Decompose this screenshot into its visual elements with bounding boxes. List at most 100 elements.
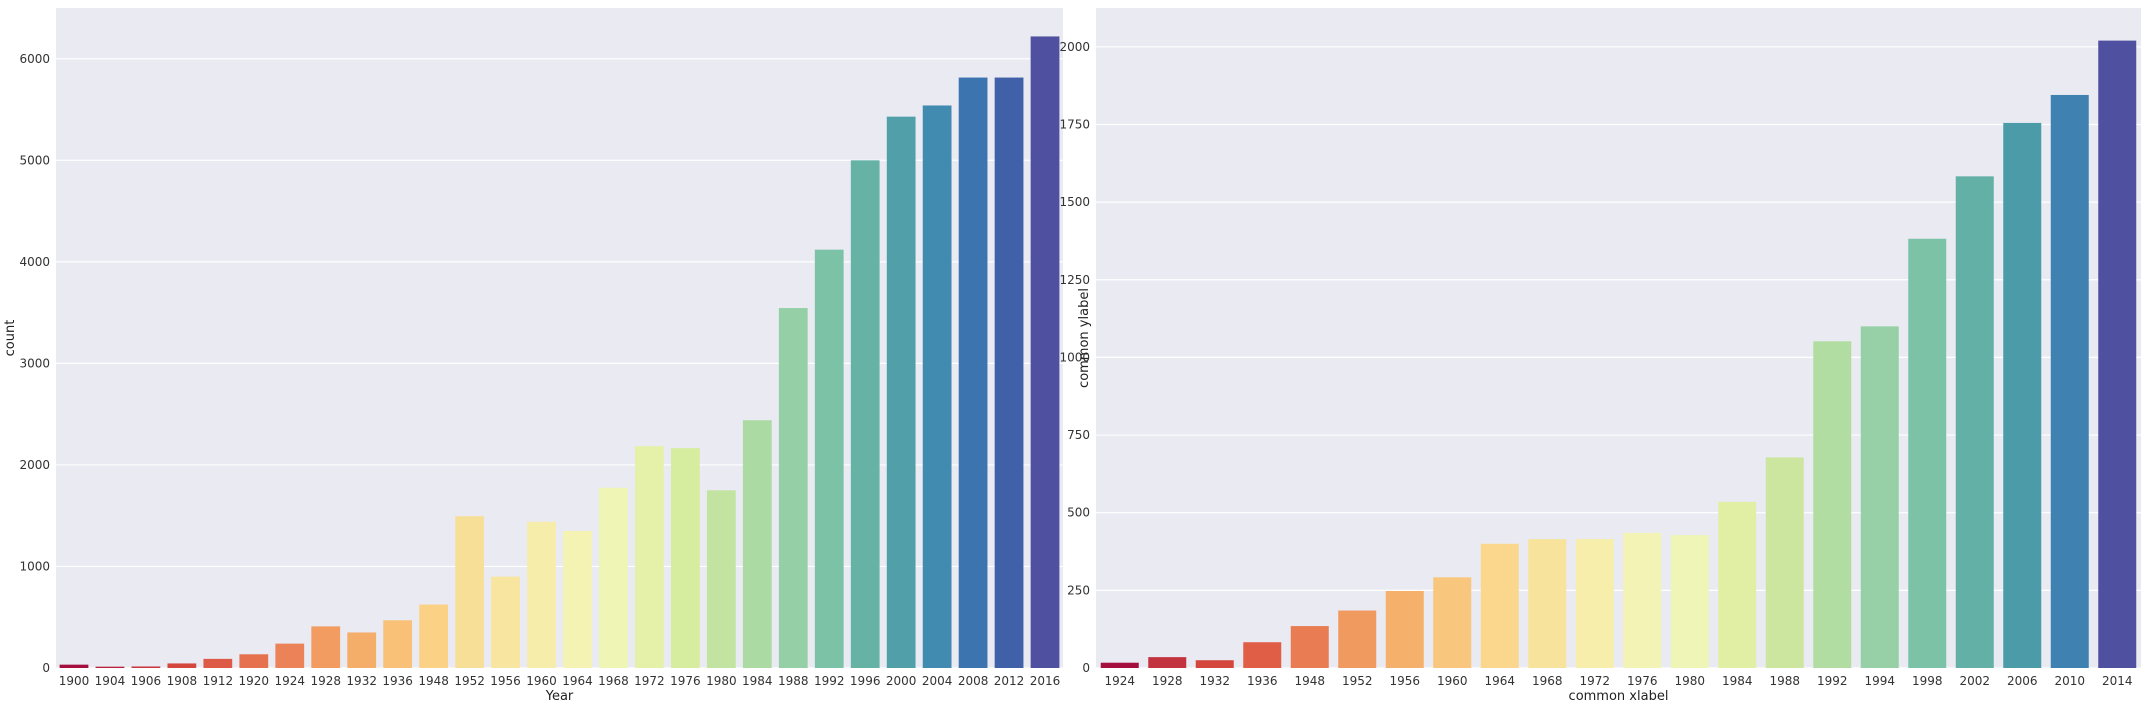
bar-1964: [563, 530, 592, 668]
x-axis-label: common xlabel: [1569, 689, 1669, 704]
bar-2010: [2050, 94, 2089, 668]
x-tick-label: 1980: [706, 674, 737, 688]
x-tick-label: 1988: [1769, 674, 1800, 688]
bar-1952: [455, 516, 484, 668]
x-tick-label: 1972: [1579, 674, 1610, 688]
x-tick-label: 2010: [2054, 674, 2085, 688]
x-tick-label: 1984: [1722, 674, 1753, 688]
right-chart: 0 250 500 750 1000 1250 1500 1750 2000 1924 1928 19…: [1059, 8, 2141, 704]
x-tick-label: 1992: [1817, 674, 1848, 688]
x-tick-label: 1928: [1152, 674, 1183, 688]
x-tick-label: 1952: [1342, 674, 1373, 688]
bar-1976: [1623, 532, 1662, 668]
x-tick-label: 2004: [922, 674, 953, 688]
x-tick-label: 1906: [131, 674, 162, 688]
bar-1992: [814, 249, 844, 668]
bar-1960: [527, 521, 556, 668]
y-tick-label: 0: [1082, 661, 1090, 675]
bar-2008: [958, 77, 988, 669]
bar-2004: [922, 105, 952, 668]
bar-1904: [95, 666, 125, 668]
bar-1928: [311, 626, 341, 668]
bar-1932: [1195, 660, 1234, 668]
bar-1968: [1528, 539, 1567, 668]
x-tick-label: 2002: [1959, 674, 1990, 688]
x-tick-label: 1994: [1864, 674, 1895, 688]
x-tick-label: 1936: [1247, 674, 1278, 688]
x-tick-label: 1980: [1674, 674, 1705, 688]
y-tick-label: 1500: [1059, 195, 1090, 209]
x-tick-label: 1904: [95, 674, 126, 688]
x-tick-label: 1984: [742, 674, 773, 688]
x-tick-label: 1998: [1912, 674, 1943, 688]
bar-1936: [383, 620, 413, 668]
bar-2014: [2098, 40, 2137, 669]
bar-1948: [419, 604, 449, 668]
bar-1948: [1290, 626, 1329, 668]
x-tick-label: 1908: [167, 674, 198, 688]
bar-1924: [275, 643, 305, 668]
y-tick-label: 1250: [1059, 273, 1090, 287]
bar-1964: [1480, 543, 1519, 668]
x-tick-label: 1952: [454, 674, 485, 688]
x-tick-label: 1932: [1199, 674, 1230, 688]
bar-1956: [1385, 590, 1424, 668]
bar-1998: [1908, 238, 1947, 668]
bar-1984: [1718, 501, 1757, 668]
bar-1920: [239, 654, 269, 668]
bar-1988: [1765, 457, 1804, 668]
bar-1900: [59, 664, 89, 668]
bar-1992: [1813, 341, 1852, 668]
y-tick-label: 1000: [1059, 350, 1090, 364]
x-tick-label: 1956: [490, 674, 521, 688]
bar-1906: [131, 666, 161, 668]
x-tick-label: 1924: [274, 674, 305, 688]
x-tick-label: 1988: [778, 674, 809, 688]
y-tick-label: 2000: [1059, 40, 1090, 54]
x-tick-label: 2008: [958, 674, 989, 688]
x-tick-label: 1948: [1294, 674, 1325, 688]
bar-1912: [203, 658, 233, 668]
y-tick-label: 2000: [19, 458, 50, 472]
y-axis-label: common ylabel: [1077, 288, 1092, 388]
bar-1984: [742, 420, 772, 668]
bar-2006: [2003, 122, 2042, 668]
x-tick-label: 1968: [598, 674, 629, 688]
y-tick-label: 0: [42, 661, 50, 675]
bar-2012: [994, 77, 1024, 669]
x-tick-label: 1992: [814, 674, 845, 688]
y-tick-label: 1000: [19, 559, 50, 573]
x-tick-label: 1976: [670, 674, 701, 688]
x-tick-label: 1968: [1532, 674, 1563, 688]
y-tick-label: 250: [1067, 583, 1090, 597]
bar-1924: [1100, 662, 1139, 668]
x-tick-label: 1960: [1437, 674, 1468, 688]
bar-2016: [1030, 36, 1060, 668]
bar-1936: [1243, 642, 1282, 668]
y-tick-label: 6000: [19, 52, 50, 66]
x-tick-label: 2014: [2102, 674, 2133, 688]
x-axis-label: Year: [545, 689, 574, 704]
bar-1980: [1670, 535, 1709, 668]
x-tick-label: 1964: [562, 674, 593, 688]
x-tick-label: 2016: [1030, 674, 1061, 688]
bar-1972: [1575, 539, 1614, 668]
y-tick-label: 500: [1067, 506, 1090, 520]
bar-2002: [1955, 176, 1994, 669]
bar-1968: [599, 487, 628, 668]
x-tick-label: 1976: [1627, 674, 1658, 688]
bar-1928: [1148, 657, 1187, 668]
y-axis-label: count: [3, 320, 18, 357]
y-tick-label: 4000: [19, 255, 50, 269]
x-tick-label: 1924: [1104, 674, 1135, 688]
bar-2000: [886, 116, 916, 668]
bar-1972: [635, 446, 664, 668]
x-tick-label: 1948: [418, 674, 449, 688]
x-tick-label: 1964: [1484, 674, 1515, 688]
x-tick-label: 2000: [886, 674, 917, 688]
x-tick-label: 2012: [994, 674, 1025, 688]
x-tick-label: 1900: [59, 674, 90, 688]
x-tick-label: 1972: [634, 674, 665, 688]
bar-1956: [491, 576, 520, 668]
